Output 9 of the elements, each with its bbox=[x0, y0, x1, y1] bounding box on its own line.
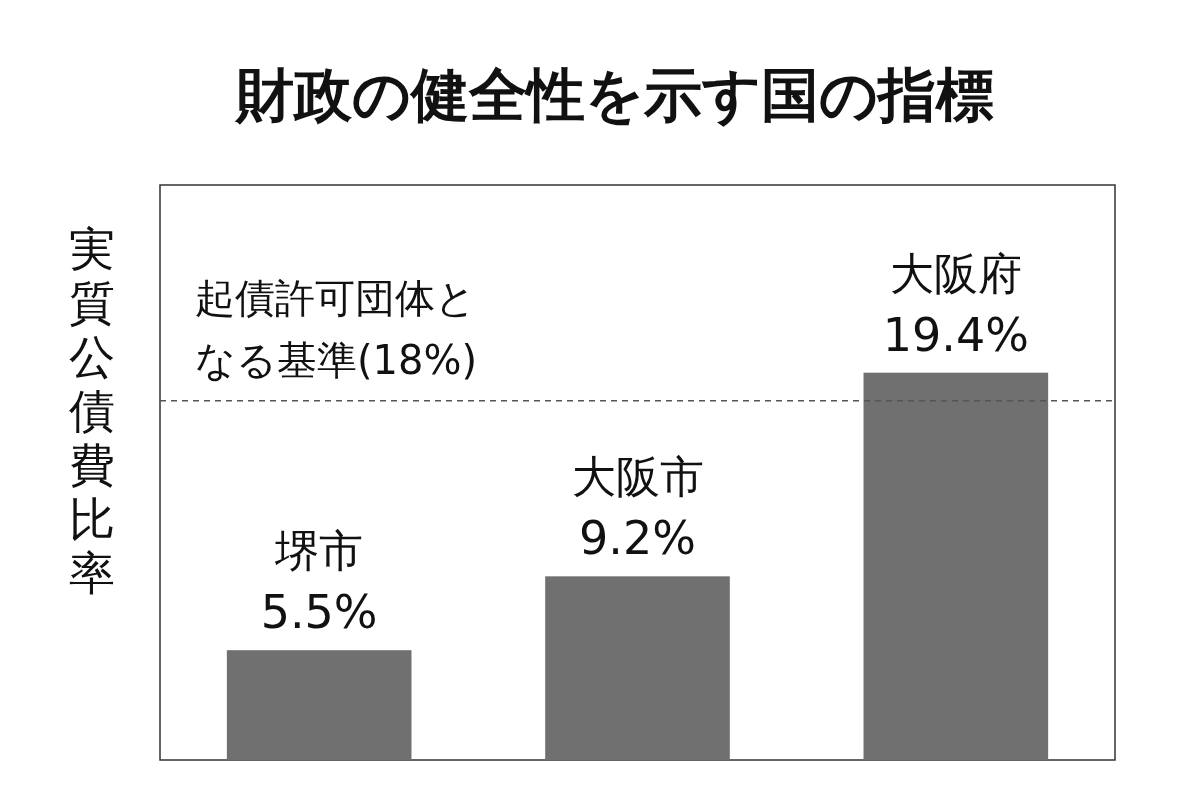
data-label: 9.2% bbox=[579, 511, 696, 566]
x-tick-label: 大阪市 bbox=[571, 451, 704, 503]
x-tick-label: 堺市 bbox=[274, 525, 364, 577]
data-label: 5.5% bbox=[260, 585, 378, 640]
ref-line-label: 起債許可団体となる基準(18%) bbox=[195, 273, 479, 385]
x-tick-label: 大阪府 bbox=[889, 247, 1022, 299]
ylabel: 実質公債費比率 bbox=[69, 222, 115, 600]
data-label: 19.4% bbox=[882, 307, 1029, 362]
chart-title: 財政の健全性を示す国の指標 bbox=[234, 61, 994, 129]
